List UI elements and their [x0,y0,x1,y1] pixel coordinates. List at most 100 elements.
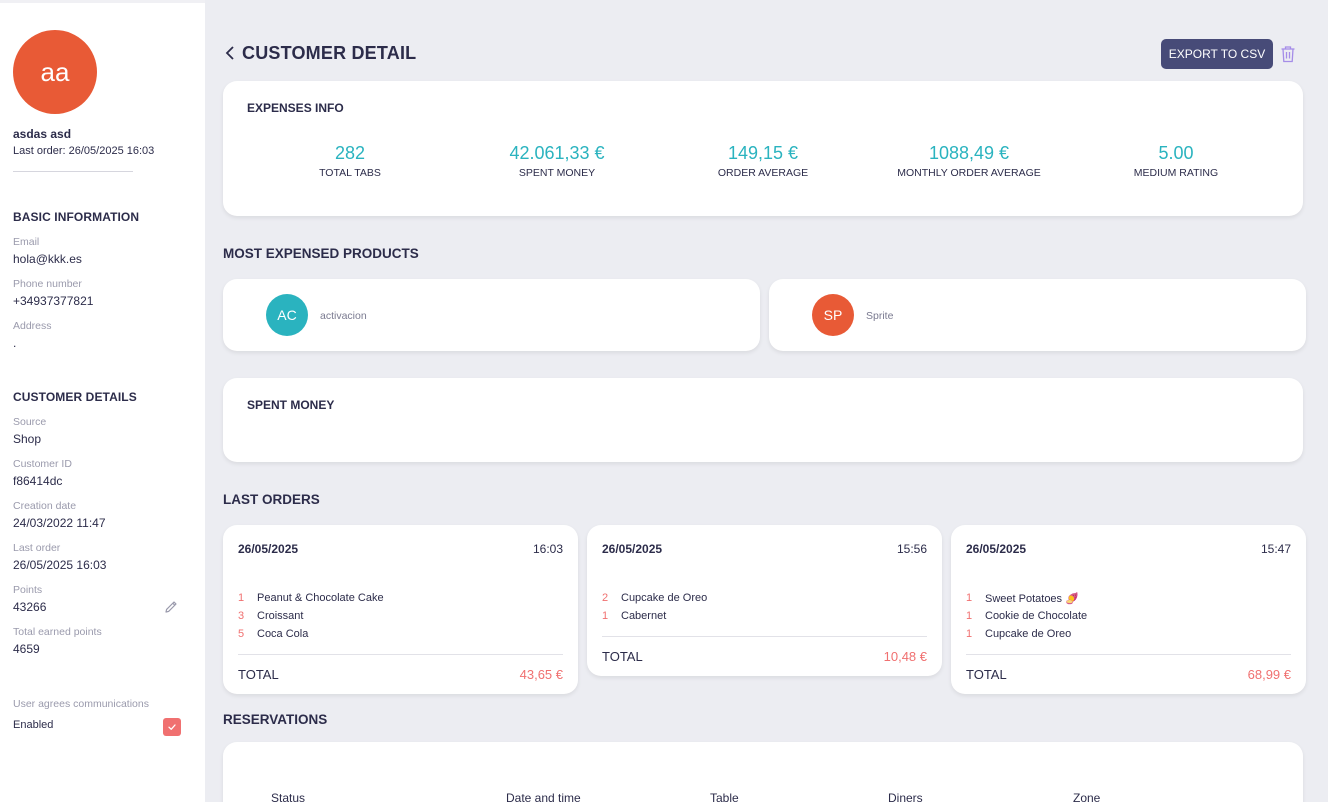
expenses-info-title: EXPENSES INFO [247,101,344,115]
order-time: 15:56 [896,542,927,556]
last-order-value: 26/05/2025 16:03 [13,558,107,572]
avatar: aa [13,30,97,114]
order-divider [238,654,563,655]
stat-total-tabs: 282 TOTAL TABS [260,143,440,179]
stat-label: MEDIUM RATING [1133,167,1219,179]
product-name: Sprite [866,310,894,322]
customer-name: asdas asd [13,127,72,141]
stat-spent-money: 42.061,33 € SPENT MONEY [467,143,647,179]
order-line-qty: 1 [966,610,973,622]
spent-money-title: SPENT MONEY [247,398,335,412]
sidebar-divider [13,171,133,172]
customer-id-value: f86414dc [13,474,63,488]
order-total-label: TOTAL [966,667,1007,682]
stat-medium-rating: 5.00 MEDIUM RATING [1086,143,1266,179]
stat-value: 5.00 [1158,143,1194,163]
order-line: 3 Croissant [238,607,384,625]
address-value: . [13,336,17,350]
order-items: 2 Cupcake de Oreo 1 Cabernet [602,589,707,625]
order-divider [966,654,1291,655]
order-line: 1 Cookie de Chocolate [966,607,1087,625]
edit-points-pencil-icon[interactable] [163,599,179,615]
customer-id-label: Customer ID [13,458,72,470]
email-label: Email [13,236,40,248]
order-date: 26/05/2025 [966,542,1027,556]
order-line-name: Sweet Potatoes 🍠 [985,592,1079,605]
communications-checkbox[interactable] [163,718,181,736]
order-card[interactable]: 26/05/2025 15:56 2 Cupcake de Oreo 1 Caber… [587,525,942,676]
order-date: 26/05/2025 [238,542,299,556]
page-title: CUSTOMER DETAIL [242,42,417,63]
order-total-label: TOTAL [238,667,279,682]
order-line: 1 Cupcake de Oreo [966,625,1087,643]
stat-label: ORDER AVERAGE [717,167,809,179]
order-line-name: Cupcake de Oreo [621,592,708,604]
order-line: 1 Peanut & Chocolate Cake [238,589,384,607]
order-line-name: Peanut & Chocolate Cake [257,592,384,604]
order-line-name: Cabernet [621,610,667,622]
order-line-qty: 2 [602,592,609,604]
order-items: 1 Peanut & Chocolate Cake 3 Croissant 5 Coc… [238,589,384,643]
communications-value: Enabled [13,719,54,731]
order-line-qty: 5 [238,628,245,640]
earned-points-value: 4659 [13,642,40,656]
check-icon [168,724,176,730]
column-header-table[interactable]: Table [710,791,739,802]
creation-date-value: 24/03/2022 11:47 [13,516,106,530]
customer-details-heading: CUSTOMER DETAILS [13,390,137,404]
last-order-label: Last order [13,542,61,554]
order-line-qty: 1 [966,628,973,640]
order-line: 2 Cupcake de Oreo [602,589,707,607]
column-header-diners[interactable]: Diners [888,791,923,802]
product-card[interactable]: SP Sprite [769,279,1306,351]
address-label: Address [13,320,52,332]
creation-date-label: Creation date [13,500,77,512]
back-chevron-icon[interactable] [225,42,239,64]
order-total-label: TOTAL [602,649,643,664]
order-line-qty: 1 [238,592,245,604]
order-card[interactable]: 26/05/2025 16:03 1 Peanut & Chocolate Cak… [223,525,578,694]
last-orders-heading: LAST ORDERS [223,492,320,507]
stat-order-average: 149,15 € ORDER AVERAGE [673,143,853,179]
order-time: 16:03 [532,542,563,556]
reservations-heading: RESERVATIONS [223,712,328,727]
last-order-summary: Last order: 26/05/2025 16:03 [13,145,155,157]
most-expensed-products-heading: MOST EXPENSED PRODUCTS [223,246,419,261]
points-label: Points [13,584,43,596]
column-header-date-time[interactable]: Date and time [506,791,581,802]
earned-points-label: Total earned points [13,626,102,638]
email-value: hola@kkk.es [13,252,82,266]
product-name: activacion [320,310,367,322]
source-value: Shop [13,432,42,446]
order-total-value: 43,65 € [519,667,563,682]
stat-label: SPENT MONEY [518,167,596,179]
trash-icon[interactable] [1280,45,1296,63]
order-items: 1 Sweet Potatoes 🍠 1 Cookie de Chocolate 1… [966,589,1087,643]
order-total-value: 68,99 € [1247,667,1291,682]
phone-value: +34937377821 [13,294,94,308]
stat-label: TOTAL TABS [319,167,381,179]
order-line: 1 Cabernet [602,607,707,625]
product-avatar: AC [266,294,308,336]
stat-value: 282 [334,143,366,163]
order-card[interactable]: 26/05/2025 15:47 1 Sweet Potatoes 🍠 1 Cook… [951,525,1306,694]
product-card[interactable]: AC activacion [223,279,760,351]
column-header-status[interactable]: Status [271,791,306,802]
source-label: Source [13,416,47,428]
export-csv-button[interactable]: EXPORT TO CSV [1161,39,1273,69]
stat-label: MONTHLY ORDER AVERAGE [897,167,1041,179]
column-header-zone[interactable]: Zone [1073,791,1101,802]
sidebar: aa asdas asd Last order: 26/05/2025 16:0… [0,0,205,802]
order-divider [602,636,927,637]
spent-money-card: SPENT MONEY [223,378,1303,462]
points-value: 43266 [13,600,47,614]
order-date: 26/05/2025 [602,542,663,556]
phone-label: Phone number [13,278,82,290]
stat-monthly-order-average: 1088,49 € MONTHLY ORDER AVERAGE [879,143,1059,179]
basic-information-heading: BASIC INFORMATION [13,210,140,224]
order-time: 15:47 [1260,542,1291,556]
order-line: 5 Coca Cola [238,625,384,643]
stat-value: 42.061,33 € [509,143,605,163]
order-line-qty: 3 [238,610,245,622]
expenses-info-card: EXPENSES INFO 282 TOTAL TABS 42.061,33 €… [223,81,1303,216]
